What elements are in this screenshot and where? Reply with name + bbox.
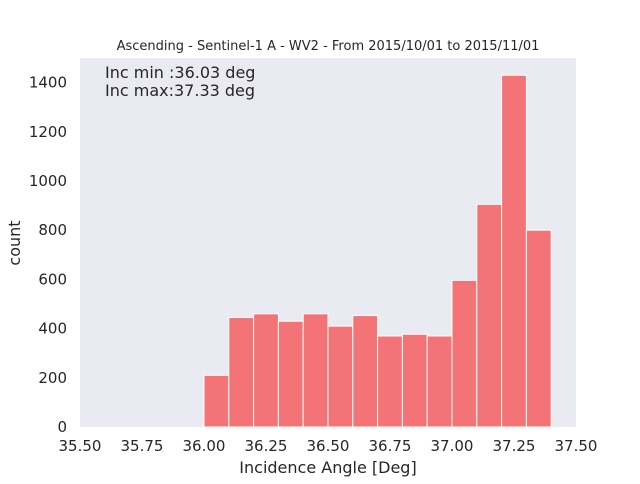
y-tick-label: 400 <box>38 320 67 338</box>
x-tick-label: 36.75 <box>369 437 412 455</box>
y-tick-labels: 0 200 400 600 800 1000 1200 1400 <box>29 74 67 436</box>
x-tick-label: 37.50 <box>555 437 598 455</box>
histogram-bar <box>525 229 552 428</box>
x-tick-label: 35.50 <box>59 437 102 455</box>
y-tick-label: 1400 <box>29 74 67 92</box>
x-axis-label: Incidence Angle [Deg] <box>239 458 416 477</box>
x-tick-label: 37.00 <box>431 437 474 455</box>
histogram-bar <box>451 279 478 428</box>
histogram-bar <box>302 313 329 428</box>
annotation-inc-max: Inc max:37.33 deg <box>105 81 255 100</box>
x-tick-label: 36.50 <box>307 437 350 455</box>
histogram-bar <box>277 320 304 428</box>
y-axis-label: count <box>5 220 24 265</box>
bars-group <box>203 74 552 428</box>
chart-title: Ascending - Sentinel-1 A - WV2 - From 20… <box>117 39 540 54</box>
histogram-bar <box>377 335 403 428</box>
histogram-bar <box>501 74 527 428</box>
histogram-bar <box>401 333 428 428</box>
y-tick-label: 1000 <box>29 172 67 190</box>
x-tick-label: 35.75 <box>121 437 164 455</box>
histogram-bar <box>476 203 503 428</box>
y-tick-label: 0 <box>57 418 67 436</box>
x-tick-labels: 35.50 35.75 36.00 36.25 36.50 36.75 37.00 37.25… <box>59 437 598 455</box>
histogram-bar <box>426 335 453 428</box>
x-tick-label: 36.00 <box>183 437 226 455</box>
y-tick-label: 200 <box>38 369 67 387</box>
histogram-bar <box>352 315 379 428</box>
y-tick-label: 1200 <box>29 123 67 141</box>
y-tick-label: 800 <box>38 221 67 239</box>
histogram-bar <box>253 313 279 428</box>
x-tick-label: 37.25 <box>493 437 536 455</box>
histogram-bar <box>203 374 230 428</box>
histogram-bar <box>228 317 255 428</box>
x-tick-label: 36.25 <box>245 437 288 455</box>
annotation-inc-min: Inc min :36.03 deg <box>105 63 255 82</box>
histogram-bar <box>327 325 354 428</box>
y-tick-label: 600 <box>38 270 67 288</box>
